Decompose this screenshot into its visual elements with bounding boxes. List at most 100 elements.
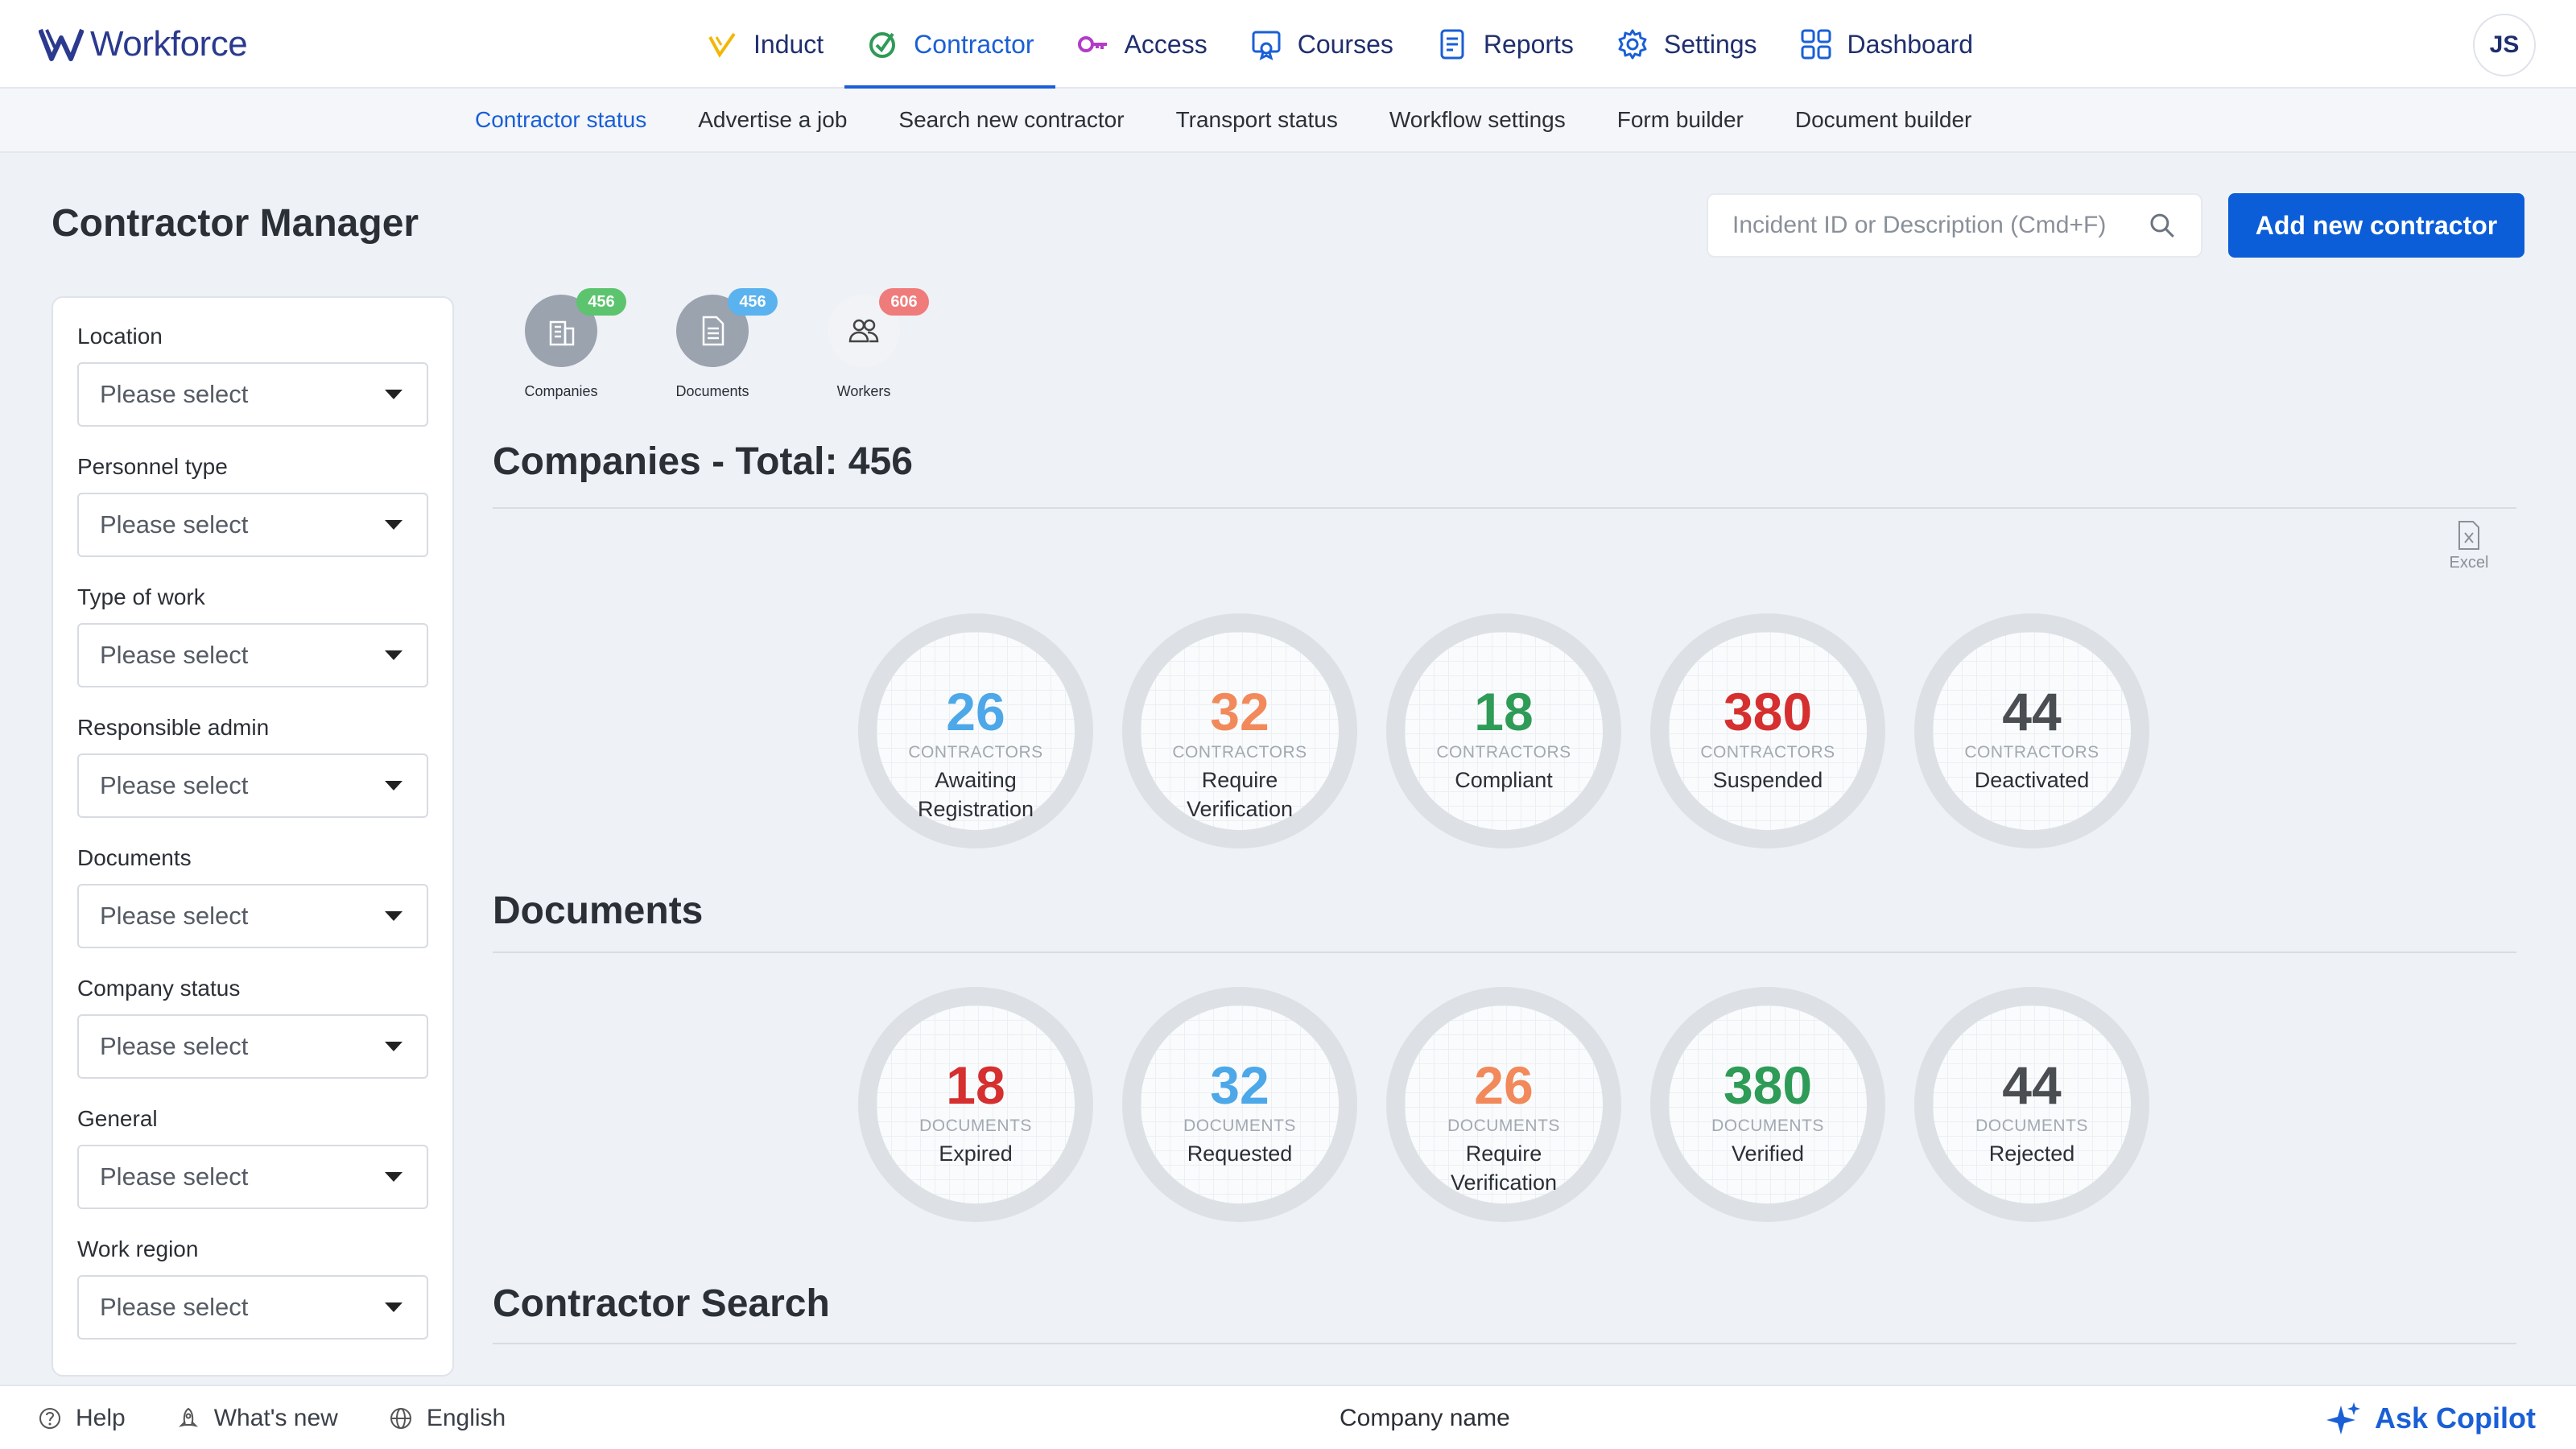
add-new-contractor-button[interactable]: Add new contractor — [2228, 193, 2524, 258]
whats-new-label: What's new — [213, 1405, 338, 1431]
filter-label: Work region — [77, 1236, 199, 1261]
stat-verified[interactable]: 380 DOCUMENTS Verified — [1650, 987, 1885, 1222]
filter-label: Type of work — [77, 584, 205, 609]
select-value: Please select — [100, 1293, 249, 1321]
stat-label: Awaiting Registration — [917, 768, 1034, 821]
caret-down-icon — [385, 1042, 402, 1051]
select-value: Please select — [100, 1162, 249, 1191]
documents-select[interactable]: Please select — [77, 884, 428, 948]
summary-label: Documents — [675, 383, 749, 399]
location-select[interactable]: Please select — [77, 362, 428, 427]
summary-companies[interactable]: 456 Companies — [509, 283, 626, 400]
select-value: Please select — [100, 641, 249, 669]
stat-label: Rejected — [1988, 1141, 2075, 1166]
excel-export-button[interactable]: Excel — [2442, 520, 2496, 572]
contractor-search-section-title: Contractor Search — [493, 1282, 830, 1325]
help-icon — [39, 1408, 60, 1429]
companies-section-title: Companies - Total: 456 — [493, 440, 913, 483]
caret-down-icon — [385, 650, 402, 660]
personnel-type-select[interactable]: Please select — [77, 493, 428, 557]
language-link[interactable]: English — [388, 1405, 506, 1432]
dashboard-icon — [1801, 29, 1831, 60]
nav-item-induct[interactable]: Induct — [684, 0, 844, 89]
stat-unit: CONTRACTORS — [1700, 743, 1835, 762]
nav-item-label: Dashboard — [1847, 29, 1974, 59]
filter-type-of-work: Type of work Please select — [77, 584, 428, 687]
documents-stats: 18 DOCUMENTS Expired 32 DOCUMENTS Reques… — [858, 987, 2149, 1222]
stat-label: Expired — [939, 1141, 1013, 1166]
company-name: Company name — [1340, 1405, 1510, 1431]
stat-value: 26 — [1474, 1055, 1534, 1115]
stat-suspended[interactable]: 380 CONTRACTORS Suspended — [1650, 613, 1885, 848]
stat-value: 32 — [1210, 1055, 1269, 1115]
filter-label: General — [77, 1106, 158, 1131]
page-title: Contractor Manager — [52, 202, 419, 245]
nav-item-label: Reports — [1483, 29, 1574, 59]
nav-item-label: Induct — [753, 29, 824, 59]
stat-label: Suspended — [1712, 768, 1823, 792]
subnav-advertise-job[interactable]: Advertise a job — [698, 107, 848, 132]
stat-rejected[interactable]: 44 DOCUMENTS Rejected — [1914, 987, 2149, 1222]
nav-item-access[interactable]: Access — [1055, 0, 1228, 89]
subnav-contractor-status[interactable]: Contractor status — [475, 107, 647, 132]
nav-item-courses[interactable]: Courses — [1228, 0, 1414, 89]
subnav-search-new-contractor[interactable]: Search new contractor — [898, 107, 1125, 132]
filter-personnel-type: Personnel type Please select — [77, 454, 428, 557]
summary-workers[interactable]: 606 Workers — [811, 283, 929, 400]
search-icon[interactable] — [2148, 211, 2177, 240]
whats-new-link[interactable]: What's new — [175, 1405, 338, 1432]
people-icon — [848, 319, 879, 343]
responsible-admin-select[interactable]: Please select — [77, 753, 428, 818]
companies-count-badge: 456 — [576, 288, 626, 316]
section-divider — [493, 952, 2516, 953]
summary-label: Workers — [836, 383, 891, 399]
caret-down-icon — [385, 390, 402, 399]
stat-doc-require-verification[interactable]: 26 DOCUMENTS Require Verification — [1386, 987, 1621, 1222]
filter-location: Location Please select — [77, 324, 428, 427]
subnav-form-builder[interactable]: Form builder — [1616, 107, 1744, 132]
stat-unit: CONTRACTORS — [908, 743, 1043, 762]
stat-awaiting-registration[interactable]: 26 CONTRACTORS Awaiting Registration — [858, 613, 1093, 848]
help-link[interactable]: Help — [37, 1405, 126, 1432]
stat-unit: CONTRACTORS — [1172, 743, 1307, 762]
language-label: English — [426, 1405, 506, 1431]
summary-documents[interactable]: 456 Documents — [660, 283, 778, 400]
user-avatar[interactable]: JS — [2473, 14, 2536, 76]
nav-item-contractor[interactable]: Contractor — [844, 0, 1055, 89]
stat-label: Require Verification — [1186, 768, 1294, 821]
subnav-workflow-settings[interactable]: Workflow settings — [1389, 107, 1566, 132]
stat-unit: DOCUMENTS — [1447, 1117, 1560, 1135]
stat-require-verification[interactable]: 32 CONTRACTORS Require Verification — [1122, 613, 1357, 848]
companies-stats: 26 CONTRACTORS Awaiting Registration 32 … — [858, 613, 2149, 848]
courses-icon — [1252, 31, 1281, 60]
nav-item-reports[interactable]: Reports — [1414, 0, 1595, 89]
stat-compliant[interactable]: 18 CONTRACTORS Compliant — [1386, 613, 1621, 848]
company-status-select[interactable]: Please select — [77, 1014, 428, 1079]
sub-navigation: Contractor status Advertise a job Search… — [0, 89, 2576, 153]
gear-icon — [1618, 29, 1647, 60]
nav-item-label: Access — [1124, 29, 1208, 59]
ask-copilot-button[interactable]: Ask Copilot — [2325, 1386, 2536, 1449]
stat-expired[interactable]: 18 DOCUMENTS Expired — [858, 987, 1093, 1222]
section-divider — [493, 507, 2516, 509]
general-select[interactable]: Please select — [77, 1145, 428, 1209]
filter-general: General Please select — [77, 1106, 428, 1209]
work-region-select[interactable]: Please select — [77, 1275, 428, 1340]
nav-item-label: Contractor — [914, 29, 1034, 59]
contractor-icon — [869, 32, 896, 58]
type-of-work-select[interactable]: Please select — [77, 623, 428, 687]
nav-item-settings[interactable]: Settings — [1595, 0, 1778, 89]
workforce-logo[interactable]: Workforce — [39, 21, 248, 68]
caret-down-icon — [385, 1302, 402, 1312]
stat-value: 44 — [2002, 1055, 2062, 1115]
subnav-transport-status[interactable]: Transport status — [1175, 107, 1338, 132]
filter-label: Documents — [77, 845, 192, 870]
stat-deactivated[interactable]: 44 CONTRACTORS Deactivated — [1914, 613, 2149, 848]
filter-work-region: Work region Please select — [77, 1236, 428, 1340]
nav-item-dashboard[interactable]: Dashboard — [1778, 0, 1995, 89]
subnav-document-builder[interactable]: Document builder — [1794, 107, 1972, 132]
search-input[interactable] — [1732, 212, 2149, 239]
ask-copilot-label: Ask Copilot — [2374, 1402, 2536, 1435]
stat-unit: CONTRACTORS — [1436, 743, 1571, 762]
stat-requested[interactable]: 32 DOCUMENTS Requested — [1122, 987, 1357, 1222]
